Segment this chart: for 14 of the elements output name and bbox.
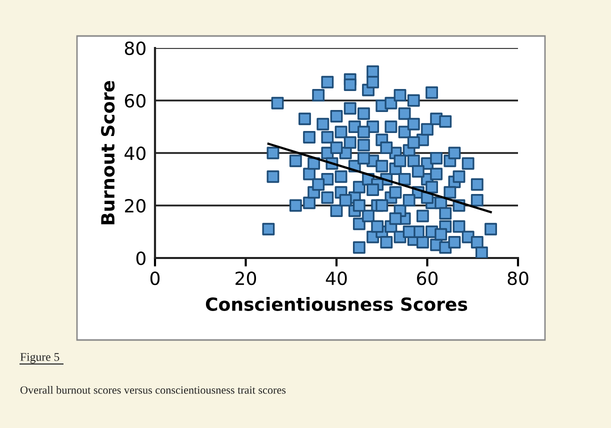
x-tick-label: 40 xyxy=(326,272,347,286)
y-axis-title: Burnout Score xyxy=(100,80,115,224)
y-tick-label: 20 xyxy=(125,198,146,213)
y-tick-label: 60 xyxy=(124,94,146,108)
x-tick-label: 80 xyxy=(508,272,528,286)
y-tick-label: 40 xyxy=(124,146,146,160)
y-tick-label: 0 xyxy=(136,251,146,266)
x-tick-label: 20 xyxy=(236,272,256,286)
x-tick-label: 0 xyxy=(150,272,160,286)
x-tick-label: 60 xyxy=(417,272,438,286)
caption: Figure 5 xyxy=(20,352,60,364)
x-axis-title: Conscientiousness Scores xyxy=(206,297,468,311)
y-tick-label: 80 xyxy=(124,41,146,56)
text: Overall burnout scores versus conscientiousness trait scores xyxy=(20,386,286,394)
